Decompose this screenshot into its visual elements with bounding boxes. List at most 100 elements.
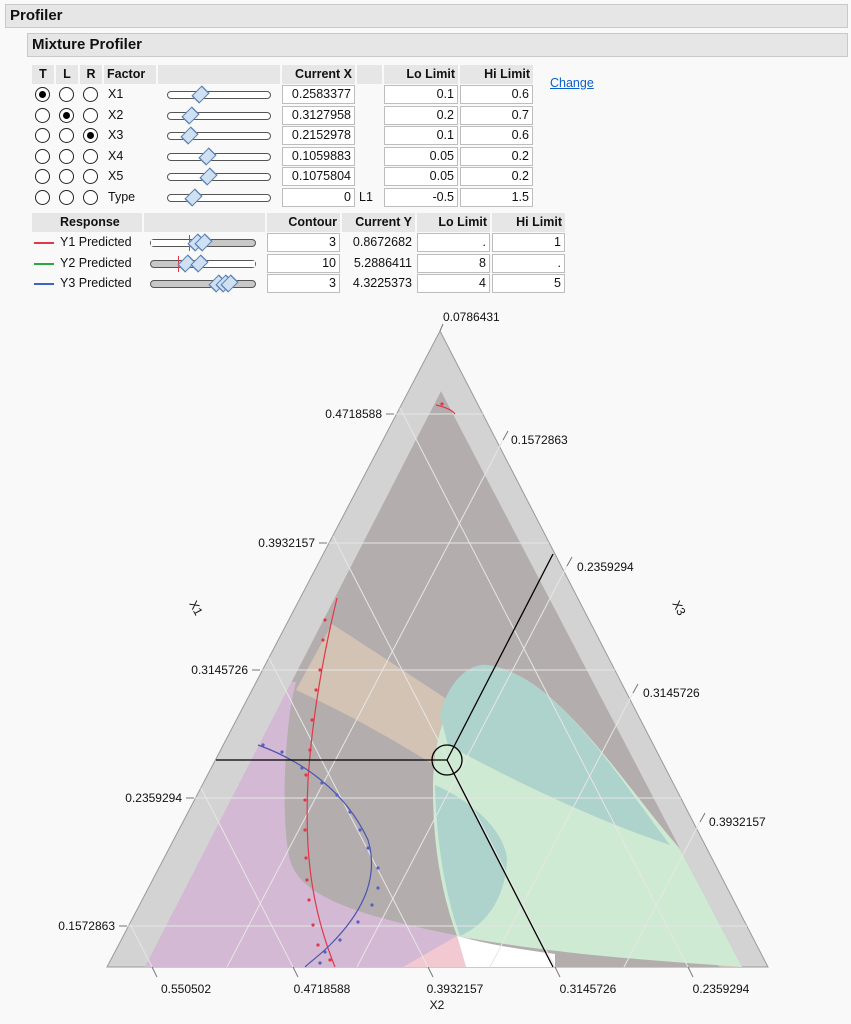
radio-t[interactable]	[35, 107, 50, 123]
radio-l[interactable]	[59, 87, 74, 102]
lo-limit-field[interactable]: 0.05	[384, 146, 458, 166]
factor-slider[interactable]	[167, 91, 271, 99]
radio-t[interactable]	[35, 128, 50, 144]
y1-point	[307, 898, 311, 902]
radio-r[interactable]	[83, 148, 98, 164]
col-response: Response	[54, 213, 142, 232]
unit-label: L1	[359, 190, 373, 204]
hi-limit-field[interactable]: 1.5	[460, 188, 533, 207]
y1-point	[308, 748, 312, 752]
radio-t[interactable]	[35, 148, 50, 164]
y1-point	[310, 718, 314, 722]
x3-tick: 0.3932157	[709, 815, 766, 829]
x2-tick: 0.4718588	[294, 982, 351, 996]
col-l: L	[56, 65, 78, 84]
lo-limit-field[interactable]: 8	[417, 253, 490, 273]
radio-r[interactable]	[83, 190, 98, 205]
hi-limit-field[interactable]: 0.2	[460, 167, 533, 187]
mixture-profiler-header[interactable]: Mixture Profiler	[27, 33, 848, 57]
y3-point	[370, 903, 374, 907]
crosshair-down[interactable]	[446, 759, 554, 968]
factor-name: Type	[108, 190, 136, 204]
current-y-value: 4.3225373	[352, 276, 412, 291]
change-link[interactable]: Change	[550, 76, 594, 90]
radio-r[interactable]	[83, 169, 98, 185]
y1-point	[304, 773, 308, 777]
lo-limit-field[interactable]: 0.1	[384, 85, 458, 104]
x1-axis-title: X1	[186, 598, 205, 618]
current-x-field[interactable]: 0.1075804	[282, 167, 355, 187]
x2-tick: 0.550502	[161, 982, 211, 996]
y3-contour-line	[257, 744, 373, 968]
col-slider	[158, 65, 280, 84]
hi-limit-field[interactable]: 0.6	[460, 85, 533, 104]
factor-name: X4	[108, 148, 124, 163]
y3-point	[376, 886, 380, 890]
lo-limit-field[interactable]: 4	[417, 274, 490, 294]
radio-r[interactable]	[83, 107, 98, 123]
radio-l[interactable]	[59, 107, 74, 123]
hi-limit-field[interactable]: 0.6	[460, 126, 533, 146]
y3-point	[335, 793, 339, 797]
col-current-x: Current X	[282, 65, 355, 84]
radio-l[interactable]	[59, 128, 74, 144]
hi-limit-field[interactable]: .	[492, 253, 565, 273]
contour-field[interactable]: 3	[267, 233, 340, 252]
y1-point	[314, 688, 318, 692]
col-slider	[144, 213, 265, 232]
radio-l[interactable]	[59, 190, 74, 205]
profiler-header[interactable]: Profiler	[5, 4, 848, 28]
current-x-field[interactable]: 0.1059883	[282, 146, 355, 166]
contour-field[interactable]: 3	[267, 274, 340, 294]
hi-limit-field[interactable]: 1	[492, 233, 565, 252]
legend-line	[34, 262, 54, 265]
current-x-field[interactable]: 0.3127958	[282, 105, 355, 125]
lo-limit-field[interactable]: 0.2	[384, 105, 458, 125]
radio-t[interactable]	[35, 190, 50, 205]
radio-t[interactable]	[35, 169, 50, 185]
current-point-handle[interactable]	[431, 744, 463, 776]
factor-slider[interactable]	[167, 173, 271, 182]
factor-slider[interactable]	[167, 152, 271, 161]
radio-r[interactable]	[83, 128, 98, 144]
response-name: Y2 Predicted	[60, 255, 132, 270]
lo-limit-field[interactable]: 0.05	[384, 167, 458, 187]
radio-r[interactable]	[83, 87, 98, 102]
hi-limit-field[interactable]: 0.2	[460, 146, 533, 166]
grid-lines	[128, 407, 747, 968]
factor-slider[interactable]	[167, 132, 271, 141]
pink-region	[403, 936, 466, 967]
y1-contour-line	[435, 404, 456, 415]
col-blank	[357, 65, 382, 84]
x3-axis-title: X3	[669, 598, 688, 618]
response-slider[interactable]	[150, 280, 256, 289]
radio-l[interactable]	[59, 169, 74, 185]
current-x-field[interactable]: 0.2152978	[282, 126, 355, 146]
hi-limit-field[interactable]: 5	[492, 274, 565, 294]
lo-limit-field[interactable]: -0.5	[384, 188, 458, 207]
factor-slider[interactable]	[167, 111, 271, 120]
tick-marks	[119, 323, 706, 978]
y1-point	[303, 798, 307, 802]
contour-field[interactable]: 10	[267, 253, 340, 273]
current-x-field[interactable]: 0	[282, 188, 355, 207]
hi-limit-field[interactable]: 0.7	[460, 105, 533, 125]
col-hi-limit: Hi Limit	[460, 65, 533, 84]
radio-l[interactable]	[59, 148, 74, 164]
x3-tick: 0.1572863	[511, 433, 568, 447]
x1-tick: 0.3932157	[258, 536, 315, 550]
crosshair-up[interactable]	[446, 553, 554, 761]
contour-points	[261, 402, 444, 965]
current-y-value: 5.2886411	[353, 255, 412, 270]
lo-limit-field[interactable]: .	[417, 233, 490, 252]
y1-point	[311, 923, 315, 927]
lo-limit-field[interactable]: 0.1	[384, 126, 458, 146]
current-x-field[interactable]: 0.2583377	[282, 85, 355, 104]
factor-name: X1	[108, 87, 124, 101]
y1-point	[305, 878, 309, 882]
radio-t[interactable]	[35, 87, 50, 102]
factor-slider[interactable]	[167, 194, 271, 202]
y3-point	[356, 920, 360, 924]
col-t: T	[32, 65, 54, 84]
